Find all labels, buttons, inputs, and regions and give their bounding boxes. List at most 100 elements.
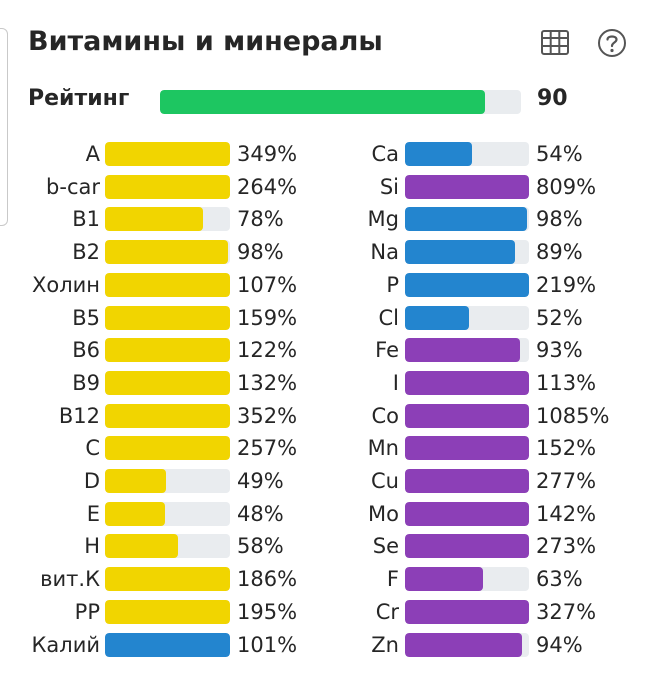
nutrient-bar-track [105, 142, 230, 166]
nutrient-bar-track [405, 338, 529, 363]
nutrient-row: B1 78% [0, 204, 654, 234]
nutrient-label: Mo [368, 501, 399, 526]
page-title: Витамины и минералы [28, 26, 383, 57]
nutrient-percent: 93% [536, 338, 583, 363]
nutrient-row: Холин 107% [0, 270, 654, 300]
nutrient-label: Mg [367, 207, 399, 232]
nutrient-percent: 94% [536, 632, 583, 657]
nutrient-bar [405, 240, 516, 265]
nutrient-bar-track [405, 632, 529, 657]
nutrient-bar [105, 632, 230, 657]
nutrient-label: B6 [72, 338, 100, 363]
nutrient-percent: 327% [536, 599, 597, 624]
nutrient-label: Fe [375, 338, 399, 363]
nutrient-label: Si [379, 174, 399, 199]
nutrient-row: A 349% [0, 139, 654, 169]
nutrient-bar [405, 599, 529, 624]
nutrient-row: B6 122% [0, 335, 654, 365]
nutrient-row: I 113% [0, 368, 654, 398]
help-circle-icon[interactable] [595, 26, 629, 60]
nutrient-bar-track [105, 338, 230, 363]
nutrient-bar-track [105, 599, 230, 624]
card-edge [0, 28, 8, 226]
nutrient-percent: 122% [237, 338, 298, 363]
nutrient-bar [105, 567, 230, 592]
nutrient-label: Co [371, 403, 399, 428]
nutrient-percent: 809% [536, 174, 597, 199]
nutrient-percent: 277% [536, 469, 597, 493]
nutrient-label: Калий [31, 632, 101, 657]
nutrient-bar [405, 534, 529, 559]
nutrient-label: A [85, 142, 100, 166]
nutrient-label: вит.К [40, 567, 100, 592]
nutrient-bar-track [105, 632, 230, 657]
nutrient-percent: 78% [237, 207, 284, 232]
nutrient-row: Se 273% [0, 531, 654, 561]
nutrient-label: b-car [46, 174, 100, 199]
nutrient-bar [405, 403, 529, 428]
nutrient-label: I [392, 370, 399, 395]
nutrient-row: b-car 264% [0, 172, 654, 202]
nutrient-bar-track [405, 436, 529, 461]
nutrient-percent: 89% [536, 240, 583, 265]
nutrient-row: F 63% [0, 564, 654, 594]
nutrient-percent: 132% [237, 370, 298, 395]
nutrient-label: Cl [378, 305, 400, 330]
nutrient-bar [405, 501, 529, 526]
table-icon[interactable] [538, 26, 572, 60]
nutrient-label: B1 [72, 207, 100, 232]
nutrient-row: P 219% [0, 270, 654, 300]
nutrient-bar [105, 501, 165, 526]
nutrient-bar [105, 174, 230, 199]
nutrient-percent: 54% [536, 142, 583, 166]
nutrient-label: Se [372, 534, 399, 559]
nutrient-percent: 63% [536, 567, 583, 592]
nutrient-percent: 152% [536, 436, 597, 461]
nutrient-row: C 257% [0, 433, 654, 463]
nutrient-row: Zn 94% [0, 630, 654, 660]
nutrient-bar-track [105, 305, 230, 330]
nutrient-row: Калий 101% [0, 630, 654, 660]
rating-bar [160, 90, 521, 114]
nutrient-percent: 107% [237, 272, 298, 297]
nutrient-bar [105, 436, 230, 461]
nutrient-bar-track [405, 272, 529, 297]
nutrient-row: вит.К 186% [0, 564, 654, 594]
nutrient-bar [105, 240, 228, 265]
nutrient-label: Zn [371, 632, 399, 657]
nutrient-bar [405, 174, 529, 199]
nutrient-bar [105, 207, 203, 232]
nutrient-bar-track [105, 534, 230, 559]
nutrient-bar-track [105, 436, 230, 461]
nutrient-bar-track [105, 272, 230, 297]
nutrient-row: H 58% [0, 531, 654, 561]
nutrient-bar [105, 534, 178, 559]
nutrient-label: B12 [58, 403, 100, 428]
rating-label: Рейтинг [28, 86, 130, 111]
nutrient-label: Ca [371, 142, 399, 166]
nutrient-bar-track [105, 240, 230, 265]
nutrient-label: E [86, 501, 100, 526]
nutrient-bar [105, 338, 230, 363]
nutrient-bar [105, 469, 167, 493]
nutrient-bar-track [405, 501, 529, 526]
nutrient-bar-track [105, 174, 230, 199]
nutrient-row: Na 89% [0, 237, 654, 267]
nutrient-label: Cu [371, 469, 399, 493]
nutrient-row: Si 809% [0, 172, 654, 202]
nutrient-percent: 49% [237, 469, 284, 493]
rating-value: 90 [537, 86, 568, 111]
nutrient-row: B2 98% [0, 237, 654, 267]
nutrient-row: Mg 98% [0, 204, 654, 234]
nutrient-bar-track [105, 207, 230, 232]
nutrient-percent: 98% [237, 240, 284, 265]
nutrient-bar [405, 338, 521, 363]
nutrient-bar [105, 599, 230, 624]
nutrient-bar [105, 272, 230, 297]
nutrient-label: C [85, 436, 100, 461]
nutrient-row: D 49% [0, 466, 654, 496]
nutrient-row: Fe 93% [0, 335, 654, 365]
nutrient-row: PP 195% [0, 597, 654, 627]
nutrient-bar-track [405, 403, 529, 428]
nutrient-bar [105, 370, 230, 395]
